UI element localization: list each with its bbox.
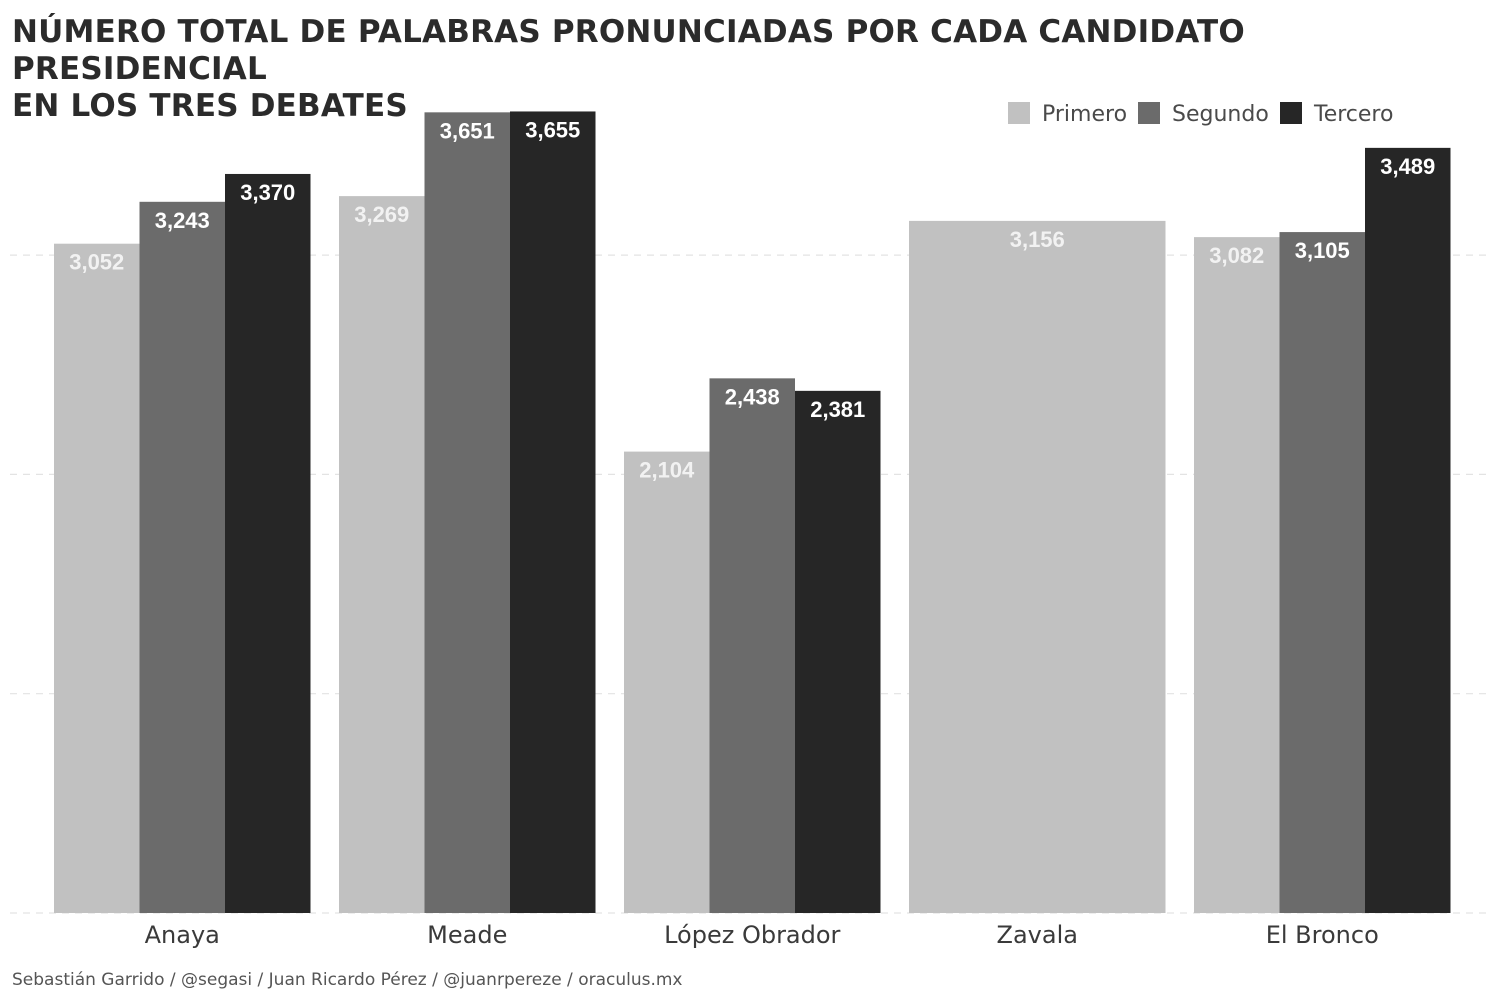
data-label: 2,381 xyxy=(810,397,865,422)
data-label: 3,655 xyxy=(525,117,580,142)
chart-title-line-1: NÚMERO TOTAL DE PALABRAS PRONUNCIADAS PO… xyxy=(12,14,1245,87)
data-label: 2,438 xyxy=(725,384,780,409)
x-tick-label: Anaya xyxy=(145,921,220,949)
legend-label: Segundo xyxy=(1172,102,1269,127)
data-label: 3,370 xyxy=(240,180,295,205)
data-label: 2,104 xyxy=(639,458,695,483)
data-label: 3,082 xyxy=(1209,243,1264,268)
chart-title: NÚMERO TOTAL DE PALABRAS PRONUNCIADAS PO… xyxy=(12,14,1500,125)
x-tick-label: Meade xyxy=(427,921,507,949)
x-tick-label: El Bronco xyxy=(1266,921,1379,949)
bar-el-bronco-primero xyxy=(1194,237,1280,913)
data-label: 3,269 xyxy=(354,202,409,227)
chart-title-line-2: EN LOS TRES DEBATES xyxy=(12,88,408,124)
bar-el-bronco-tercero xyxy=(1365,147,1451,913)
bar-lopez-obrador-segundo xyxy=(709,378,795,914)
legend-swatch-primero xyxy=(1008,102,1030,124)
x-tick-label: López Obrador xyxy=(664,921,840,949)
bar-anaya-primero xyxy=(54,243,140,913)
bar-lopez-obrador-primero xyxy=(624,451,710,913)
legend-label: Tercero xyxy=(1313,102,1393,127)
bar-anaya-tercero xyxy=(225,173,311,914)
data-label: 3,052 xyxy=(69,250,124,275)
bar-zavala-primero xyxy=(909,220,1166,913)
bar-anaya-segundo xyxy=(139,201,225,913)
x-tick-label: Zavala xyxy=(997,921,1078,949)
bar-meade-primero xyxy=(339,196,425,914)
bar-el-bronco-segundo xyxy=(1279,232,1365,914)
legend-label: Primero xyxy=(1042,102,1127,127)
data-label: 3,243 xyxy=(155,208,210,233)
source-caption: Sebastián Garrido / @segasi / Juan Ricar… xyxy=(12,970,683,990)
data-label: 3,156 xyxy=(1010,227,1065,252)
legend-swatch-tercero xyxy=(1280,102,1302,124)
data-label: 3,651 xyxy=(440,118,495,143)
bar-meade-segundo xyxy=(424,112,510,914)
bar-meade-tercero xyxy=(510,111,596,914)
legend-swatch-segundo xyxy=(1138,102,1160,124)
bar-lopez-obrador-tercero xyxy=(795,390,881,914)
data-label: 3,489 xyxy=(1380,154,1435,179)
data-label: 3,105 xyxy=(1295,238,1350,263)
